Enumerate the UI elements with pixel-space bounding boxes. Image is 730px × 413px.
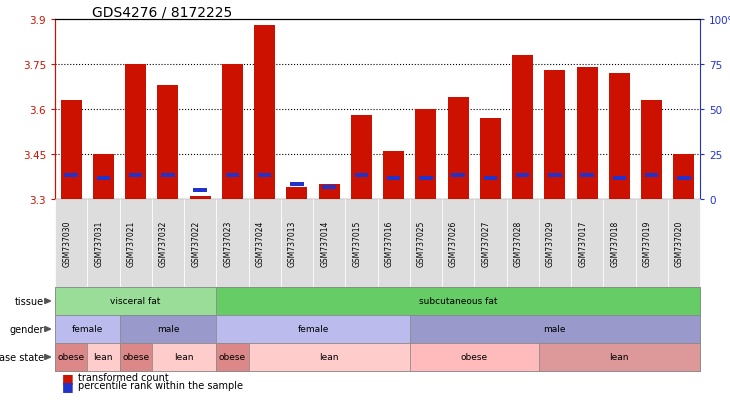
Text: disease state: disease state xyxy=(0,352,44,362)
Bar xyxy=(190,197,211,199)
Text: GSM737020: GSM737020 xyxy=(675,220,684,266)
Text: GSM737027: GSM737027 xyxy=(481,220,491,266)
Bar xyxy=(383,152,404,199)
Text: GSM737015: GSM737015 xyxy=(353,220,361,266)
Bar xyxy=(516,173,529,178)
Bar xyxy=(158,86,178,199)
Bar xyxy=(226,173,239,178)
Text: GSM737030: GSM737030 xyxy=(62,220,71,267)
Text: GSM737014: GSM737014 xyxy=(320,220,329,266)
Bar xyxy=(286,188,307,199)
Text: transformed count: transformed count xyxy=(78,372,169,382)
Text: GSM737022: GSM737022 xyxy=(191,221,200,266)
Text: lean: lean xyxy=(174,353,193,362)
Bar xyxy=(96,177,110,180)
Text: female: female xyxy=(72,325,103,334)
Bar xyxy=(451,173,465,178)
Text: visceral fat: visceral fat xyxy=(110,297,161,306)
Bar xyxy=(290,183,304,187)
Bar xyxy=(125,65,146,199)
Bar xyxy=(447,98,469,199)
Bar xyxy=(677,177,691,180)
Bar xyxy=(222,65,243,199)
Bar xyxy=(641,101,662,199)
Text: GSM737018: GSM737018 xyxy=(610,221,619,266)
Bar xyxy=(419,177,433,180)
Bar xyxy=(415,110,437,199)
Text: GSM737026: GSM737026 xyxy=(449,220,458,266)
Bar xyxy=(128,173,142,178)
Text: ■: ■ xyxy=(62,379,74,392)
Bar xyxy=(318,185,339,199)
Bar xyxy=(545,71,565,199)
Bar xyxy=(512,56,533,199)
Bar xyxy=(580,173,594,178)
Text: percentile rank within the sample: percentile rank within the sample xyxy=(78,380,243,391)
Text: subcutaneous fat: subcutaneous fat xyxy=(419,297,497,306)
Text: obese: obese xyxy=(219,353,246,362)
Bar xyxy=(609,74,630,199)
Text: GSM737031: GSM737031 xyxy=(94,220,104,266)
Text: GSM737019: GSM737019 xyxy=(642,220,652,266)
Bar xyxy=(548,173,561,178)
Text: GSM737032: GSM737032 xyxy=(159,220,168,266)
Text: obese: obese xyxy=(461,353,488,362)
Text: GSM737013: GSM737013 xyxy=(288,220,297,266)
Text: GSM737017: GSM737017 xyxy=(578,220,587,266)
Text: obese: obese xyxy=(58,353,85,362)
Bar xyxy=(193,189,207,192)
Bar xyxy=(93,154,114,199)
Text: female: female xyxy=(297,325,328,334)
Bar xyxy=(258,173,272,178)
Text: ■: ■ xyxy=(62,371,74,384)
Text: GSM737016: GSM737016 xyxy=(385,220,393,266)
Text: male: male xyxy=(544,325,566,334)
Bar xyxy=(254,26,275,199)
Text: lean: lean xyxy=(320,353,339,362)
Bar xyxy=(480,119,501,199)
Text: GSM737028: GSM737028 xyxy=(514,221,523,266)
Bar xyxy=(387,177,401,180)
Text: male: male xyxy=(157,325,179,334)
Bar xyxy=(645,173,658,178)
Text: GSM737024: GSM737024 xyxy=(255,220,265,266)
Bar xyxy=(483,177,497,180)
Bar xyxy=(61,101,82,199)
Text: lean: lean xyxy=(93,353,113,362)
Text: lean: lean xyxy=(610,353,629,362)
Bar xyxy=(355,173,368,178)
Text: GSM737021: GSM737021 xyxy=(126,221,136,266)
Text: GSM737029: GSM737029 xyxy=(546,220,555,266)
Bar xyxy=(323,185,336,190)
Text: GSM737023: GSM737023 xyxy=(223,220,232,266)
Text: gender: gender xyxy=(9,324,44,334)
Text: tissue: tissue xyxy=(15,296,44,306)
Bar xyxy=(161,173,174,178)
Text: obese: obese xyxy=(122,353,149,362)
Bar xyxy=(64,173,78,178)
Text: GSM737025: GSM737025 xyxy=(417,220,426,266)
Bar xyxy=(612,177,626,180)
Bar xyxy=(577,68,598,199)
Bar xyxy=(351,116,372,199)
Text: GDS4276 / 8172225: GDS4276 / 8172225 xyxy=(91,6,231,20)
Bar xyxy=(673,154,694,199)
